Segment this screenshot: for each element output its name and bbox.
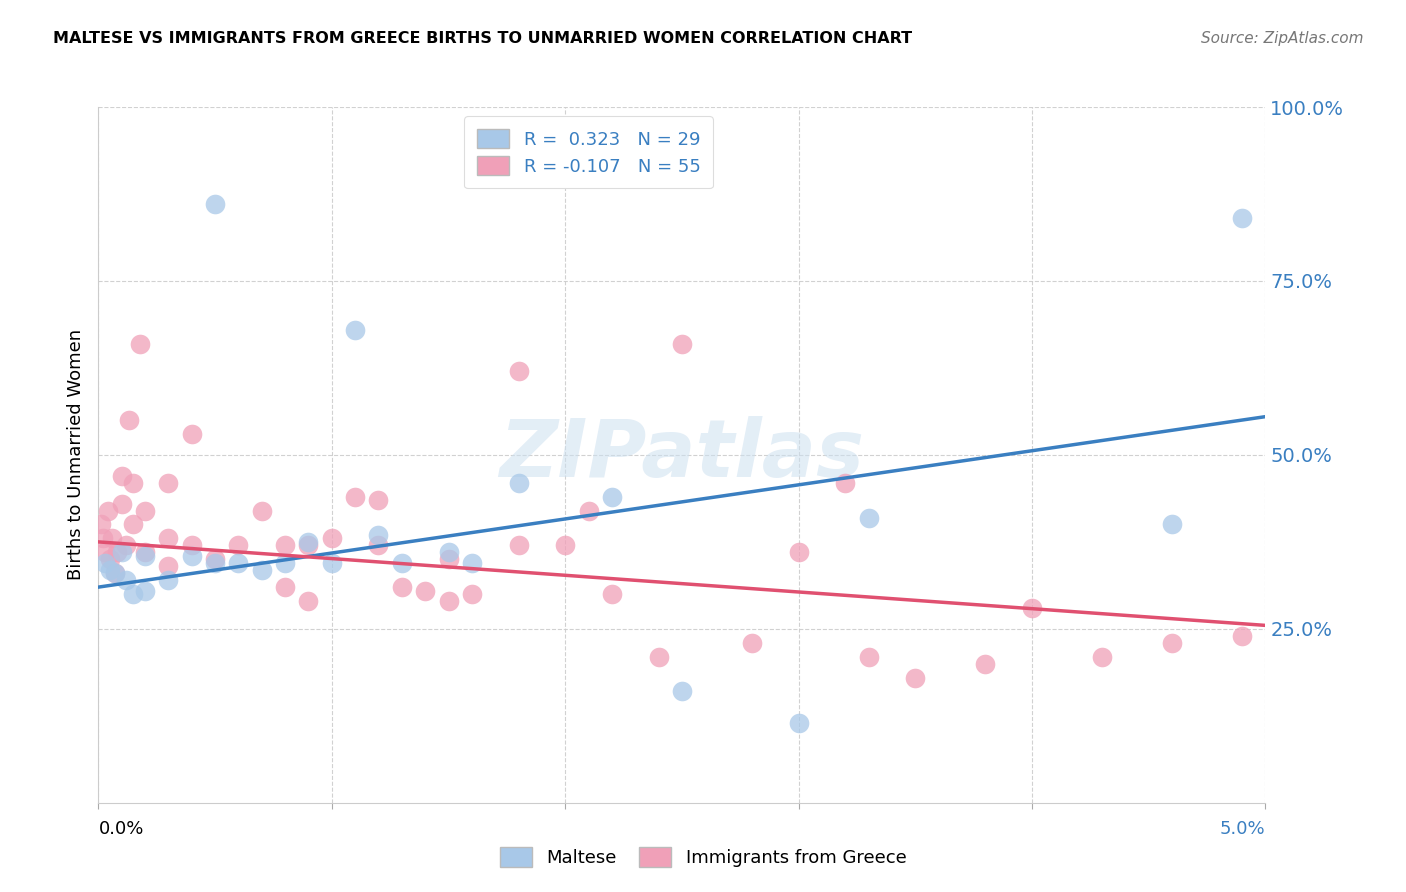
Point	[344, 323, 367, 337]
Point	[578, 503, 600, 517]
Point	[554, 538, 576, 552]
Point	[98, 552, 121, 566]
Point	[1161, 517, 1184, 532]
Point	[228, 538, 250, 552]
Point	[134, 503, 156, 517]
Point	[413, 583, 436, 598]
Point	[974, 657, 997, 671]
Point	[94, 556, 117, 570]
Point	[321, 532, 343, 546]
Point	[1161, 636, 1184, 650]
Point	[367, 538, 389, 552]
Point	[834, 475, 856, 490]
Point	[250, 563, 273, 577]
Point	[437, 545, 460, 559]
Point	[105, 545, 128, 559]
Point	[122, 517, 145, 532]
Point	[437, 594, 460, 608]
Point	[101, 532, 124, 546]
Point	[321, 556, 343, 570]
Point	[115, 573, 138, 587]
Point	[391, 580, 413, 594]
Point	[129, 336, 152, 351]
Point	[122, 475, 145, 490]
Point	[228, 556, 250, 570]
Point	[600, 587, 623, 601]
Point	[94, 545, 117, 559]
Point	[157, 475, 180, 490]
Point	[118, 413, 141, 427]
Point	[274, 538, 297, 552]
Point	[180, 549, 202, 563]
Point	[741, 636, 763, 650]
Point	[204, 556, 226, 570]
Point	[97, 503, 120, 517]
Text: MALTESE VS IMMIGRANTS FROM GREECE BIRTHS TO UNMARRIED WOMEN CORRELATION CHART: MALTESE VS IMMIGRANTS FROM GREECE BIRTHS…	[53, 31, 912, 46]
Point	[904, 671, 927, 685]
Text: 5.0%: 5.0%	[1220, 820, 1265, 838]
Point	[437, 552, 460, 566]
Y-axis label: Births to Unmarried Women: Births to Unmarried Women	[66, 329, 84, 581]
Point	[671, 684, 693, 698]
Point	[180, 538, 202, 552]
Point	[134, 545, 156, 559]
Point	[204, 197, 226, 211]
Point	[1021, 601, 1043, 615]
Point	[115, 538, 138, 552]
Text: ZIPatlas: ZIPatlas	[499, 416, 865, 494]
Point	[157, 532, 180, 546]
Point	[111, 468, 134, 483]
Point	[461, 556, 484, 570]
Point	[134, 549, 156, 563]
Point	[600, 490, 623, 504]
Point	[647, 649, 669, 664]
Point	[204, 552, 226, 566]
Point	[104, 566, 127, 581]
Point	[250, 503, 273, 517]
Point	[787, 715, 810, 730]
Point	[91, 532, 114, 546]
Point	[134, 583, 156, 598]
Point	[104, 566, 127, 581]
Legend: R =  0.323   N = 29, R = -0.107   N = 55: R = 0.323 N = 29, R = -0.107 N = 55	[464, 116, 713, 188]
Point	[508, 475, 530, 490]
Point	[1230, 629, 1253, 643]
Text: Source: ZipAtlas.com: Source: ZipAtlas.com	[1201, 31, 1364, 46]
Point	[297, 594, 319, 608]
Point	[297, 534, 319, 549]
Point	[90, 517, 112, 532]
Point	[858, 510, 880, 524]
Point	[111, 497, 134, 511]
Point	[344, 490, 367, 504]
Legend: Maltese, Immigrants from Greece: Maltese, Immigrants from Greece	[492, 839, 914, 874]
Point	[274, 556, 297, 570]
Point	[671, 336, 693, 351]
Point	[1091, 649, 1114, 664]
Point	[367, 528, 389, 542]
Point	[122, 587, 145, 601]
Point	[508, 538, 530, 552]
Point	[157, 559, 180, 574]
Point	[391, 556, 413, 570]
Point	[858, 649, 880, 664]
Point	[461, 587, 484, 601]
Point	[297, 538, 319, 552]
Point	[274, 580, 297, 594]
Point	[111, 545, 134, 559]
Point	[367, 493, 389, 508]
Point	[1230, 211, 1253, 226]
Point	[787, 545, 810, 559]
Text: 0.0%: 0.0%	[98, 820, 143, 838]
Point	[98, 563, 121, 577]
Point	[157, 573, 180, 587]
Point	[180, 427, 202, 442]
Point	[508, 364, 530, 378]
